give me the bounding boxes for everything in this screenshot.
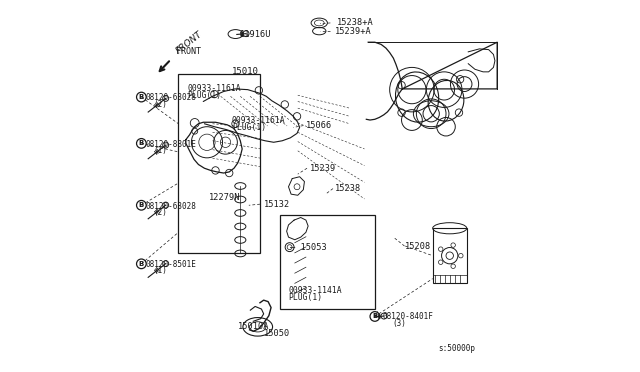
Text: (2): (2) (153, 208, 167, 217)
Text: B: B (139, 261, 144, 267)
Bar (433, 228, 467, 283)
Text: (1): (1) (153, 266, 167, 275)
Text: FRONT: FRONT (176, 47, 201, 56)
Text: 15010: 15010 (232, 67, 259, 76)
Text: 08120-8401F: 08120-8401F (382, 312, 433, 321)
Text: 08120-63028: 08120-63028 (146, 202, 196, 211)
Text: B: B (139, 140, 144, 146)
Text: FRONT: FRONT (175, 29, 205, 55)
Text: (1): (1) (153, 146, 167, 155)
Text: 15050: 15050 (264, 329, 290, 338)
Text: 08120-8801E: 08120-8801E (146, 140, 196, 149)
Text: 15208: 15208 (405, 241, 431, 250)
Text: 12279N: 12279N (209, 193, 240, 202)
Text: 00933-1141A: 00933-1141A (289, 286, 342, 295)
Text: 00933-1161A: 00933-1161A (188, 84, 241, 93)
Text: 15132: 15132 (264, 200, 290, 209)
Text: (3): (3) (392, 319, 406, 328)
Text: B: B (139, 94, 144, 100)
Text: (2): (2) (153, 100, 167, 109)
Bar (280, 215, 375, 309)
Text: PLUG(1): PLUG(1) (188, 91, 221, 100)
Text: B: B (372, 314, 378, 320)
Text: 15066: 15066 (307, 121, 333, 130)
Text: 15239: 15239 (310, 164, 336, 173)
Text: 15010A: 15010A (237, 321, 269, 331)
Text: s:50000p: s:50000p (438, 344, 475, 353)
Text: 08120-8501E: 08120-8501E (146, 260, 196, 269)
Text: B: B (139, 202, 144, 208)
Text: — 15053: — 15053 (290, 243, 326, 251)
Text: 00933-1161A: 00933-1161A (232, 116, 285, 125)
Text: 08120-63028: 08120-63028 (146, 93, 196, 102)
Text: PLUG(1): PLUG(1) (232, 122, 266, 132)
Text: 15238: 15238 (335, 184, 361, 193)
Bar (179, 74, 260, 253)
Text: 15238+A: 15238+A (337, 19, 373, 28)
Text: PLUG(1): PLUG(1) (289, 293, 323, 302)
Text: 15239+A: 15239+A (335, 26, 372, 36)
Text: 11916U: 11916U (240, 30, 272, 39)
